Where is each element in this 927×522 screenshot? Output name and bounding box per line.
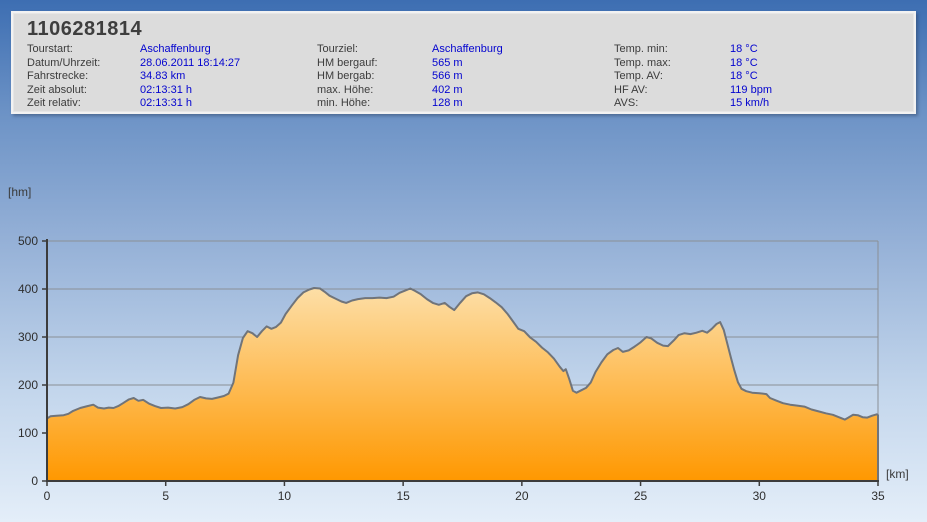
stat-value: 18 °C bbox=[730, 56, 758, 69]
x-tick-label: 30 bbox=[752, 489, 766, 503]
y-tick-label: 200 bbox=[17, 378, 38, 392]
x-tick-label: 25 bbox=[633, 489, 648, 503]
stat-value: 402 m bbox=[432, 83, 463, 96]
stat-label: Tourziel: bbox=[317, 43, 358, 55]
stat-label: Temp. AV: bbox=[614, 70, 663, 82]
stat-row: Temp. max: 18 °C bbox=[614, 57, 772, 71]
y-tick-label: 300 bbox=[17, 330, 38, 344]
stat-row: Temp. AV: 18 °C bbox=[614, 70, 772, 84]
stat-label: HM bergauf: bbox=[317, 56, 378, 69]
stat-value: 02:13:31 h bbox=[140, 83, 192, 96]
x-tick-label: 10 bbox=[277, 489, 292, 503]
x-tick-label: 5 bbox=[162, 489, 170, 503]
stat-value: 18 °C bbox=[730, 43, 758, 55]
stat-row: Temp. min: 18 °C bbox=[614, 43, 772, 57]
stat-label: Fahrstrecke: bbox=[27, 70, 89, 82]
stat-value: Aschaffenburg bbox=[140, 43, 211, 55]
summary-column-start: Tourstart: Aschaffenburg Datum/Uhrzeit: 28.… bbox=[27, 43, 240, 111]
x-tick-label: 35 bbox=[871, 489, 885, 503]
stat-label: min. Höhe: bbox=[317, 97, 371, 109]
stat-row: Tourziel: Aschaffenburg bbox=[317, 43, 503, 57]
stat-value: 119 bpm bbox=[730, 83, 772, 96]
tour-summary-panel: 1106281814 Tourstart: Aschaffenburg Datum/… bbox=[11, 11, 916, 114]
x-tick-label: 15 bbox=[396, 489, 410, 503]
stat-value: 565 m bbox=[432, 56, 463, 69]
y-axis-unit-label: [hm] bbox=[8, 185, 32, 199]
stat-label: HF AV: bbox=[614, 83, 648, 96]
stat-row: Tourstart: Aschaffenburg bbox=[27, 43, 240, 57]
stat-value: 566 m bbox=[432, 70, 463, 82]
x-axis-unit-label: [km] bbox=[886, 467, 909, 481]
stat-label: HM bergab: bbox=[317, 70, 375, 82]
stat-label: Tourstart: bbox=[27, 43, 73, 55]
y-tick-label: 500 bbox=[17, 234, 38, 248]
tour-id-title: 1106281814 bbox=[27, 18, 143, 40]
stat-row: HM bergab: 566 m bbox=[317, 70, 503, 84]
x-tick-label: 20 bbox=[515, 489, 529, 503]
summary-column-sensors: Temp. min: 18 °C Temp. max: 18 °C Temp. AV: 1… bbox=[614, 43, 772, 111]
stat-label: Temp. max: bbox=[614, 56, 671, 69]
stat-label: Zeit absolut: bbox=[27, 83, 87, 96]
stat-label: max. Höhe: bbox=[317, 83, 374, 96]
stat-value: 34.83 km bbox=[140, 70, 186, 82]
elevation-curve bbox=[46, 287, 879, 482]
stat-value: 128 m bbox=[432, 97, 463, 109]
stat-value: 18 °C bbox=[730, 70, 758, 82]
stat-row: HM bergauf: 565 m bbox=[317, 57, 503, 71]
summary-column-elevation: Tourziel: Aschaffenburg HM bergauf: 565 m HM… bbox=[317, 43, 503, 111]
stat-row: max. Höhe: 402 m bbox=[317, 84, 503, 98]
x-tick-label: 0 bbox=[43, 489, 51, 503]
stat-row: min. Höhe: 128 m bbox=[317, 97, 503, 111]
stat-value: 28.06.2011 18:14:27 bbox=[140, 56, 241, 69]
stat-value: 02:13:31 h bbox=[140, 97, 192, 109]
stat-value: 15 km/h bbox=[730, 97, 770, 109]
stat-row: HF AV: 119 bpm bbox=[614, 84, 772, 98]
stat-label: AVS: bbox=[614, 97, 639, 109]
axes bbox=[42, 239, 879, 486]
stat-row: AVS: 15 km/h bbox=[614, 97, 772, 111]
stat-label: Datum/Uhrzeit: bbox=[27, 56, 101, 69]
y-tick-label: 100 bbox=[17, 426, 38, 440]
stat-row: Zeit relativ: 02:13:31 h bbox=[27, 97, 240, 111]
stat-value: Aschaffenburg bbox=[432, 43, 503, 55]
y-tick-label: 0 bbox=[31, 474, 38, 488]
stat-row: Zeit absolut: 02:13:31 h bbox=[27, 84, 240, 98]
stat-row: Fahrstrecke: 34.83 km bbox=[27, 70, 240, 84]
stat-row: Datum/Uhrzeit: 28.06.2011 18:14:27 bbox=[27, 57, 240, 71]
y-tick-label: 400 bbox=[17, 282, 38, 296]
stat-label: Temp. min: bbox=[614, 43, 668, 55]
stat-label: Zeit relativ: bbox=[27, 97, 81, 109]
